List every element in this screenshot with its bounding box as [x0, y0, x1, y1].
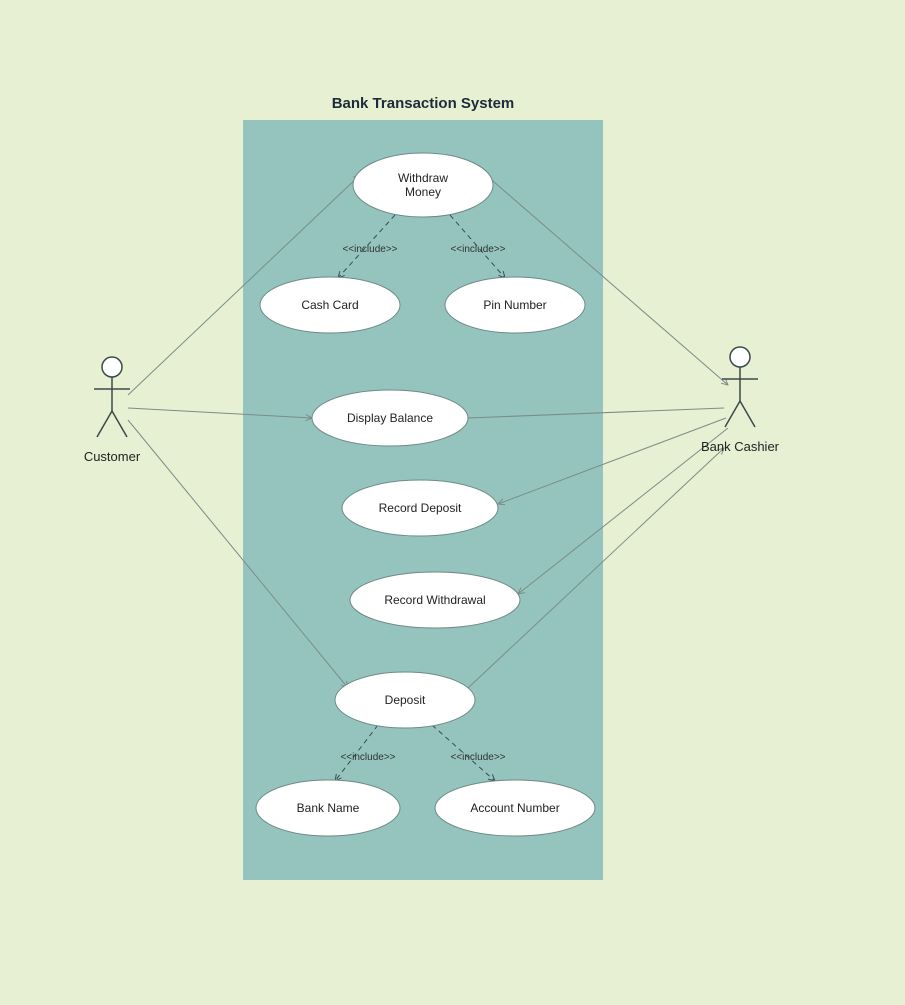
include-label: <<include>> [342, 244, 397, 255]
use-case-diagram: Bank Transaction System <<include>> <<inc… [0, 0, 905, 1005]
system-title: Bank Transaction System [332, 95, 515, 112]
actor-label: Customer [84, 449, 141, 464]
include-label: <<include>> [450, 752, 505, 763]
include-label: <<include>> [340, 752, 395, 763]
usecase-label: Money [405, 185, 441, 199]
usecase-label: Account Number [470, 801, 559, 815]
include-label: <<include>> [450, 244, 505, 255]
usecase-label: Record Withdrawal [384, 593, 485, 607]
usecase-label: Cash Card [301, 298, 358, 312]
usecase-label: Bank Name [297, 801, 360, 815]
usecase-label: Record Deposit [379, 501, 462, 515]
usecase-label: Pin Number [483, 298, 546, 312]
actor-label: Bank Cashier [701, 439, 780, 454]
usecase-label: Withdraw [398, 171, 448, 185]
actor-customer: Customer [84, 357, 141, 464]
actor-cashier: Bank Cashier [701, 347, 780, 454]
usecase-label: Display Balance [347, 411, 433, 425]
usecase-label: Deposit [385, 693, 426, 707]
